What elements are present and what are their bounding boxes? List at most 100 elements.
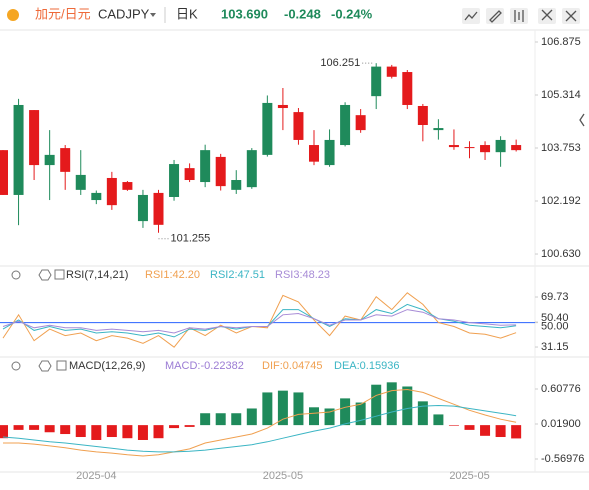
price-change-pct: -0.24% — [331, 6, 373, 21]
indicator-title: RSI(7,14,21) — [66, 269, 128, 281]
y-tick-label: 105.314 — [541, 89, 581, 101]
y-tick-label: 69.73 — [541, 291, 569, 303]
gear-icon[interactable] — [38, 360, 52, 372]
y-tick-label: 0.60776 — [541, 383, 581, 395]
expand-icon[interactable] — [541, 9, 553, 21]
gear-icon[interactable] — [38, 269, 52, 281]
pair-name[interactable]: 加元/日元 — [35, 6, 91, 21]
candle-body — [309, 145, 319, 162]
macd-bar — [371, 384, 382, 426]
price-change: -0.248 — [284, 6, 321, 21]
candle-body — [340, 104, 351, 146]
macd-bar — [480, 425, 491, 436]
checkbox[interactable] — [56, 360, 67, 371]
macd-bar — [355, 402, 366, 426]
macd-bar — [0, 425, 8, 439]
macd-bar — [293, 392, 304, 426]
macd-bar — [13, 425, 24, 430]
legend-entry: RSI2:47.51 — [210, 269, 265, 281]
candle-body — [511, 145, 522, 151]
candle-body — [13, 104, 24, 195]
macd-bar — [122, 425, 133, 439]
candle-body — [480, 145, 491, 153]
candle-body — [324, 139, 335, 166]
macd-bar — [417, 401, 428, 426]
y-tick-label: 31.15 — [541, 341, 569, 353]
candle-body — [464, 147, 475, 149]
toolbar-button[interactable] — [462, 8, 480, 24]
symbol-icon — [7, 9, 19, 21]
candle-body — [44, 154, 55, 166]
candle-body — [355, 115, 366, 131]
y-tick-label: -0.56976 — [541, 453, 584, 465]
candle-body — [169, 164, 180, 197]
candle-body — [122, 182, 133, 190]
macd-bar — [262, 392, 273, 426]
candle-body — [277, 104, 288, 109]
candle-body — [153, 192, 164, 225]
candle-body — [215, 156, 226, 187]
eye-icon[interactable] — [11, 361, 21, 371]
candle-body — [417, 105, 428, 126]
collapse-arrow[interactable] — [579, 113, 585, 127]
x-tick-label: 2025-05 — [449, 470, 489, 482]
candle-body — [402, 72, 413, 105]
candle-body — [246, 150, 257, 188]
macd-bar — [200, 413, 211, 426]
macd-bar — [511, 425, 522, 439]
macd-bar — [324, 408, 335, 426]
toolbar-button[interactable] — [486, 8, 504, 24]
macd-bar — [448, 425, 459, 426]
dropdown-arrow[interactable] — [150, 13, 156, 17]
indicator-icon[interactable] — [464, 11, 478, 21]
indicator-line — [2, 292, 517, 348]
eye-icon[interactable] — [11, 270, 21, 280]
macd-bar — [75, 425, 86, 438]
x-tick-label: 2025-05 — [263, 470, 303, 482]
macd-bar — [60, 425, 71, 435]
indicator-line — [2, 309, 517, 334]
candle-icon[interactable] — [514, 10, 524, 22]
indicator-line — [2, 404, 517, 453]
legend-entry: DIF:0.04745 — [262, 360, 323, 372]
macd-bar — [277, 390, 288, 426]
candle-body — [495, 139, 506, 153]
candle-body — [60, 148, 71, 172]
candle-body — [75, 174, 86, 190]
y-tick-label: 50.40 — [541, 312, 569, 324]
close-icon[interactable] — [565, 10, 577, 22]
macd-bar — [402, 386, 413, 426]
candle-body — [184, 168, 195, 181]
macd-bar — [91, 425, 102, 440]
y-tick-label: 0.01900 — [541, 418, 581, 430]
candle-body — [29, 110, 40, 166]
candle-body — [433, 128, 444, 131]
legend-entry: RSI1:42.20 — [145, 269, 200, 281]
interval[interactable]: 日K — [176, 6, 198, 21]
macd-bar — [106, 425, 117, 438]
high-annotation: 106.251 — [320, 57, 360, 69]
macd-bar — [246, 408, 257, 426]
candle-body — [386, 66, 397, 77]
low-annotation: 101.255 — [171, 233, 211, 245]
macd-bar — [169, 425, 180, 429]
candle-body — [448, 145, 459, 148]
indicator-line — [3, 388, 517, 457]
draw-icon[interactable] — [489, 10, 502, 23]
symbol[interactable]: CADJPY — [98, 6, 150, 21]
checkbox[interactable] — [54, 269, 65, 280]
legend-entry: MACD:-0.22382 — [165, 360, 244, 372]
macd-bar — [340, 398, 351, 426]
legend-entry: DEA:0.15936 — [334, 360, 399, 372]
candle-body — [231, 180, 242, 190]
macd-bar — [386, 382, 397, 426]
candle-body — [91, 192, 102, 201]
candle-body — [200, 150, 211, 183]
toolbar-button[interactable] — [538, 8, 556, 24]
candle-body — [0, 150, 8, 195]
indicator-title: MACD(12,26,9) — [69, 360, 145, 372]
y-tick-label: 100.630 — [541, 248, 581, 260]
macd-bar — [464, 425, 475, 430]
x-tick-label: 2025-04 — [76, 470, 116, 482]
